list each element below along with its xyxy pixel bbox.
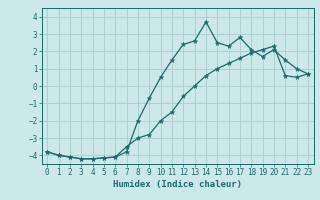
X-axis label: Humidex (Indice chaleur): Humidex (Indice chaleur) [113,180,242,189]
